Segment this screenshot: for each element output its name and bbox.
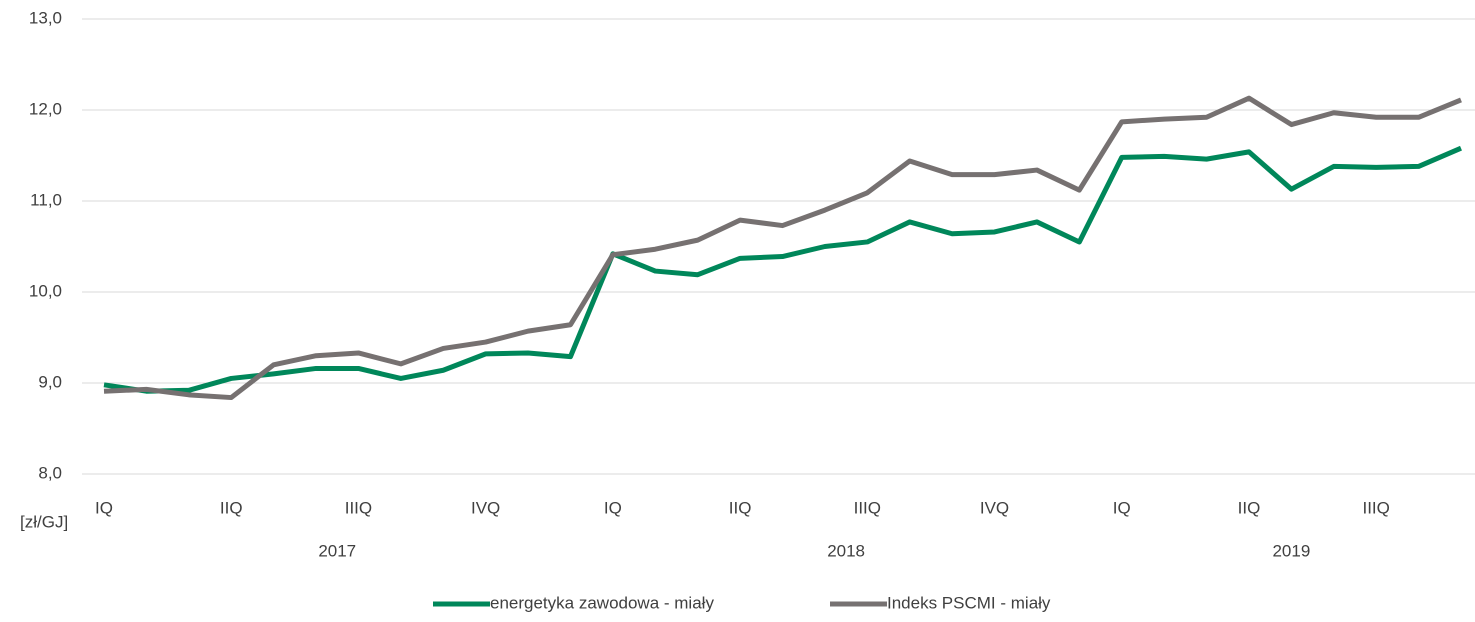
x-tick-label: IQ [95,498,113,517]
y-tick-label: 10,0 [29,281,62,300]
year-label: 2019 [1272,541,1310,560]
x-tick-label: IQ [604,498,622,517]
x-tick-label: IIQ [220,498,243,517]
legend-label: energetyka zawodowa - miały [490,593,714,612]
x-tick-label: IQ [1113,498,1131,517]
y-tick-label: 11,0 [30,190,62,209]
x-tick-label: IIIQ [1362,498,1389,517]
x-tick-label: IVQ [471,498,500,517]
line-series [103,95,1462,401]
year-label: 2018 [827,541,865,560]
x-tick-label: IVQ [980,498,1009,517]
x-tick-label: IIIQ [345,498,372,517]
legend-label: Indeks PSCMI - miały [887,593,1051,612]
y-tick-label: 9,0 [38,372,62,391]
y-tick-label: 13,0 [29,8,62,27]
x-tick-label: IIQ [1238,498,1261,517]
y-tick-label: 12,0 [29,99,62,118]
x-tick-label: IIQ [729,498,752,517]
line-series [103,145,1462,394]
x-tick-label: IIIQ [854,498,881,517]
y-tick-label: 8,0 [38,463,62,482]
year-label: 2017 [318,541,356,560]
y-unit-label: [zł/GJ] [20,512,68,531]
